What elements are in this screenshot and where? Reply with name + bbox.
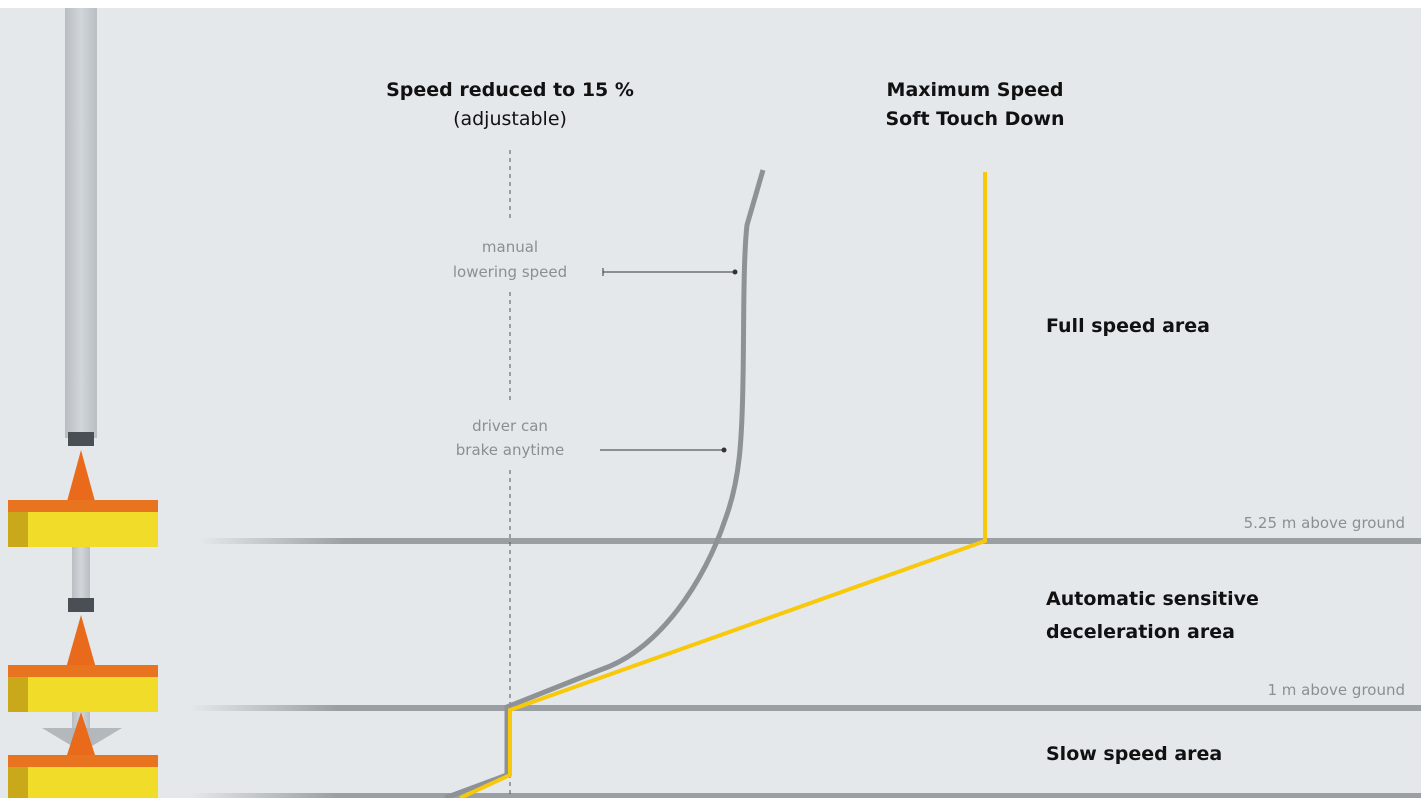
note: manual xyxy=(482,238,538,256)
area-label: Full speed area xyxy=(1046,315,1210,337)
level-line xyxy=(200,538,1421,544)
max-speed-title: Maximum Speed xyxy=(887,79,1064,101)
pointer-dot xyxy=(733,270,738,275)
note: lowering speed xyxy=(453,263,567,281)
pointer-dot xyxy=(722,448,727,453)
speed-title: Speed reduced to 15 % xyxy=(386,79,634,101)
background xyxy=(0,8,1421,798)
speed-subtitle: (adjustable) xyxy=(453,108,567,130)
level-label: 5.25 m above ground xyxy=(1244,514,1405,532)
area-label: Automatic sensitive xyxy=(1046,588,1259,610)
level-line xyxy=(190,705,1421,711)
max-speed-title: Soft Touch Down xyxy=(885,108,1064,130)
area-label: deceleration area xyxy=(1046,621,1235,643)
level-label: 1 m above ground xyxy=(1267,681,1405,699)
page: {"speed_reduced": {"title": "Speed reduc… xyxy=(0,0,1421,798)
area-label: Slow speed area xyxy=(1046,743,1222,765)
ground-line xyxy=(190,793,1421,798)
note: brake anytime xyxy=(456,441,565,459)
diagram: Speed reduced to 15 % (adjustable) Maxim… xyxy=(0,0,1421,798)
note: driver can xyxy=(472,417,548,435)
